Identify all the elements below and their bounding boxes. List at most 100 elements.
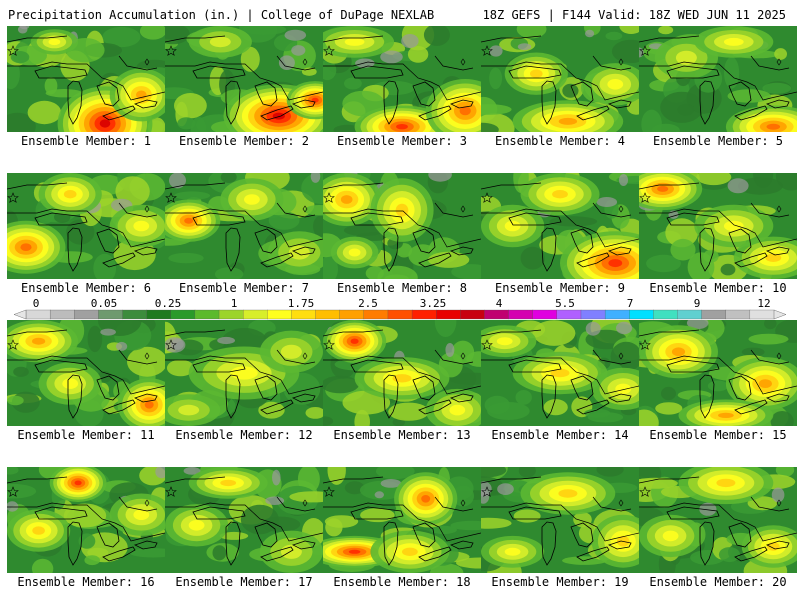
- colorbar-segment: [701, 309, 727, 320]
- precip-field: [323, 320, 481, 426]
- colorbar-segment: [25, 309, 51, 320]
- precip-field: [165, 26, 323, 132]
- colorbar-tick-labels: 0 0.05 0.25 1 1.75 2.5 3.25 4 5.5 7 9 12: [0, 297, 800, 311]
- colorbar-segment: [677, 309, 703, 320]
- colorbar-segment: [653, 309, 678, 320]
- ensemble-member-map[interactable]: [7, 320, 165, 426]
- colorbar-tick-label: 4: [495, 297, 503, 310]
- ensemble-member-label: Ensemble Member: 4: [494, 134, 626, 148]
- run-valid-time: 18Z GEFS | F144 Valid: 18Z WED JUN 11 20…: [482, 8, 786, 22]
- colorbar-segment: [339, 309, 365, 320]
- chart-title: Precipitation Accumulation (in.) | Colle…: [8, 8, 435, 22]
- precip-field: [639, 467, 797, 573]
- precip-field: [165, 320, 323, 426]
- colorbar-segment: [460, 309, 485, 320]
- precip-field: [7, 320, 165, 426]
- colorbar-tick-label: 12: [757, 297, 771, 310]
- colorbar-segment: [580, 309, 606, 320]
- colorbar-tick-label: 1.75: [287, 297, 315, 310]
- colorbar-segment: [49, 309, 75, 320]
- ensemble-member-map[interactable]: [639, 467, 797, 573]
- ensemble-member-label: Ensemble Member: 6: [20, 281, 152, 295]
- colorbar-segment: [194, 309, 220, 320]
- precip-field: [481, 26, 639, 132]
- ensemble-member-label: Ensemble Member: 7: [178, 281, 310, 295]
- precip-field: [165, 173, 323, 279]
- colorbar-segment: [387, 309, 413, 320]
- ensemble-member-label: Ensemble Member: 10: [649, 281, 787, 295]
- precip-field: [481, 173, 639, 279]
- colorbar-segment: [98, 309, 123, 320]
- ensemble-member-label: Ensemble Member: 8: [336, 281, 468, 295]
- colorbar-segment: [629, 309, 654, 320]
- precip-field: [639, 320, 797, 426]
- ensemble-member-map[interactable]: [323, 26, 481, 132]
- ensemble-member-label: Ensemble Member: 11: [17, 428, 155, 442]
- ensemble-member-map[interactable]: [639, 26, 797, 132]
- ensemble-member-map[interactable]: [165, 320, 323, 426]
- ensemble-member-map[interactable]: [481, 320, 639, 426]
- ensemble-member-label: Ensemble Member: 1: [20, 134, 152, 148]
- colorbar-tick-label: 9: [693, 297, 701, 310]
- ensemble-member-label: Ensemble Member: 3: [336, 134, 468, 148]
- colorbar-segment: [146, 309, 172, 320]
- colorbar: [14, 309, 786, 320]
- colorbar-segment: [749, 309, 775, 320]
- precip-field: [7, 467, 165, 573]
- ensemble-member-label: Ensemble Member: 5: [652, 134, 784, 148]
- precip-field: [481, 467, 639, 573]
- colorbar-segment: [363, 309, 389, 320]
- colorbar-segment: [243, 309, 268, 320]
- ensemble-member-label: Ensemble Member: 15: [649, 428, 787, 442]
- precip-field: [165, 467, 323, 573]
- colorbar-segment: [170, 309, 196, 320]
- colorbar-segment: [74, 309, 99, 320]
- ensemble-member-map[interactable]: [481, 467, 639, 573]
- ensemble-member-map[interactable]: [323, 173, 481, 279]
- ensemble-member-map[interactable]: [639, 320, 797, 426]
- precip-field: [323, 26, 481, 132]
- ensemble-member-map[interactable]: [481, 26, 639, 132]
- ensemble-member-map[interactable]: [7, 173, 165, 279]
- ensemble-member-map[interactable]: [165, 26, 323, 132]
- ensemble-member-map[interactable]: [7, 467, 165, 573]
- ensemble-member-label: Ensemble Member: 14: [491, 428, 629, 442]
- ensemble-member-label: Ensemble Member: 19: [491, 575, 629, 589]
- ensemble-member-map[interactable]: [481, 173, 639, 279]
- colorbar-segment: [725, 309, 751, 320]
- colorbar-segment: [508, 309, 534, 320]
- precip-field: [323, 467, 481, 573]
- colorbar-segment: [411, 309, 437, 320]
- colorbar-tick-label: 2.5: [358, 297, 378, 310]
- colorbar-segment: [484, 309, 510, 320]
- colorbar-tick-label: 3.25: [419, 297, 447, 310]
- colorbar-tick-label: 0.05: [90, 297, 118, 310]
- colorbar-right-arrow: [773, 309, 786, 320]
- colorbar-tick-label: 5.5: [555, 297, 575, 310]
- colorbar-segment: [556, 309, 582, 320]
- ensemble-member-label: Ensemble Member: 16: [17, 575, 155, 589]
- colorbar-segment: [122, 309, 148, 320]
- colorbar-segment: [267, 309, 292, 320]
- precip-field: [7, 26, 165, 132]
- colorbar-tick-label: 7: [626, 297, 634, 310]
- ensemble-member-map[interactable]: [165, 467, 323, 573]
- ensemble-member-label: Ensemble Member: 13: [333, 428, 471, 442]
- colorbar-segment: [291, 309, 317, 320]
- ensemble-member-map[interactable]: [165, 173, 323, 279]
- colorbar-left-arrow: [14, 309, 27, 320]
- ensemble-member-map[interactable]: [7, 26, 165, 132]
- ensemble-member-map[interactable]: [323, 320, 481, 426]
- colorbar-segment: [604, 309, 630, 320]
- colorbar-tick-label: 1: [230, 297, 238, 310]
- ensemble-member-label: Ensemble Member: 20: [649, 575, 787, 589]
- precip-field: [323, 173, 481, 279]
- ensemble-member-map[interactable]: [639, 173, 797, 279]
- ensemble-member-label: Ensemble Member: 12: [175, 428, 313, 442]
- ensemble-member-label: Ensemble Member: 18: [333, 575, 471, 589]
- colorbar-tick-label: 0.25: [154, 297, 182, 310]
- ensemble-member-map[interactable]: [323, 467, 481, 573]
- colorbar-segment: [315, 309, 341, 320]
- precip-field: [639, 26, 797, 132]
- ensemble-member-label: Ensemble Member: 2: [178, 134, 310, 148]
